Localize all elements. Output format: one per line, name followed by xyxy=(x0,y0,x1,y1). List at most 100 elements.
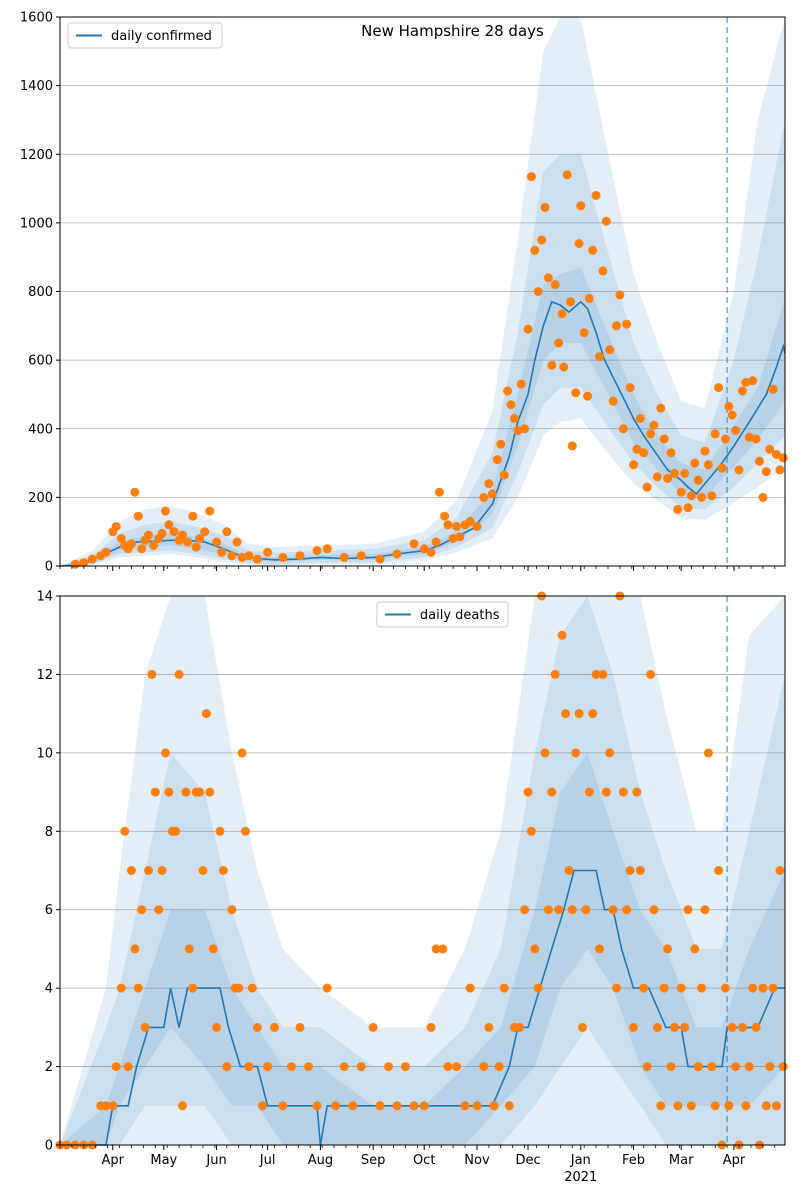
data-point xyxy=(269,1022,279,1032)
data-point xyxy=(252,554,262,564)
data-point xyxy=(149,540,159,550)
data-point xyxy=(331,1101,341,1111)
data-point xyxy=(368,1022,378,1032)
data-point xyxy=(646,669,656,679)
data-point xyxy=(629,1022,638,1032)
data-point xyxy=(515,1022,524,1032)
data-point xyxy=(479,492,489,502)
data-point xyxy=(472,522,482,531)
data-point xyxy=(768,983,778,993)
data-point xyxy=(237,748,247,758)
legend-box xyxy=(67,22,223,49)
x-tick-label: May xyxy=(150,1153,177,1168)
data-point xyxy=(669,1022,679,1032)
data-point xyxy=(154,905,164,915)
data-point xyxy=(547,787,557,797)
x-tick-label: Jul xyxy=(259,1153,276,1168)
series-line xyxy=(59,300,786,567)
data-point xyxy=(147,669,157,679)
data-point xyxy=(595,352,604,362)
data-point xyxy=(547,360,557,370)
data-point xyxy=(443,1062,453,1072)
data-point xyxy=(526,826,536,836)
data-point xyxy=(683,905,693,915)
data-point xyxy=(690,458,700,468)
data-point xyxy=(278,552,288,562)
data-point xyxy=(244,1062,254,1072)
data-point xyxy=(652,472,662,482)
data-point xyxy=(339,1062,349,1072)
data-point xyxy=(595,944,604,954)
data-point xyxy=(438,944,448,954)
uncertainty-band xyxy=(60,267,785,566)
data-point xyxy=(108,1101,118,1111)
y-tick-label: 200 xyxy=(28,491,53,506)
data-point xyxy=(751,1022,761,1032)
data-point xyxy=(659,434,669,444)
data-point xyxy=(605,748,615,758)
data-point xyxy=(663,944,673,954)
data-point xyxy=(724,1101,734,1111)
data-point xyxy=(164,787,174,797)
data-point xyxy=(566,297,576,307)
data-point xyxy=(496,439,506,449)
data-point xyxy=(731,1062,741,1072)
uncertainty-band xyxy=(60,17,785,566)
data-point xyxy=(312,546,322,556)
data-point xyxy=(557,630,567,640)
data-point xyxy=(632,444,642,454)
data-point xyxy=(520,424,530,434)
data-point xyxy=(237,552,247,562)
data-point xyxy=(714,383,724,393)
data-point xyxy=(581,905,591,915)
data-point xyxy=(218,866,228,875)
data-point xyxy=(137,544,147,554)
data-point xyxy=(574,239,584,248)
axes-frame xyxy=(59,595,786,1146)
data-point xyxy=(127,866,136,875)
data-point xyxy=(178,530,187,540)
data-point xyxy=(409,1101,419,1111)
data-point xyxy=(208,944,218,954)
data-point xyxy=(178,1101,187,1111)
y-tick-label: 14 xyxy=(36,590,53,605)
data-point xyxy=(646,429,656,439)
data-point xyxy=(625,866,635,875)
data-point xyxy=(295,551,305,561)
y-tick-label: 600 xyxy=(28,354,53,369)
data-point xyxy=(738,386,747,396)
data-point xyxy=(191,542,201,552)
data-point xyxy=(222,527,232,537)
data-point xyxy=(676,487,686,497)
data-point xyxy=(710,429,720,439)
data-point xyxy=(761,1101,771,1111)
y-tick-label: 1400 xyxy=(20,79,53,94)
data-point xyxy=(426,547,436,557)
data-point xyxy=(520,905,530,915)
data-point xyxy=(116,983,126,993)
data-point xyxy=(212,537,222,547)
data-point xyxy=(140,1022,150,1032)
data-point xyxy=(571,388,581,398)
data-point xyxy=(234,983,244,993)
data-point xyxy=(608,905,618,915)
data-point xyxy=(583,391,593,401)
data-point xyxy=(227,551,237,561)
data-point xyxy=(195,787,205,797)
data-point xyxy=(137,905,147,915)
data-point xyxy=(287,1062,296,1072)
data-point xyxy=(171,826,181,836)
data-point xyxy=(622,905,632,915)
data-point xyxy=(484,479,494,489)
y-tick-label: 8 xyxy=(45,825,53,840)
data-point xyxy=(707,1062,717,1072)
data-point xyxy=(588,245,598,255)
data-point xyxy=(322,544,332,554)
data-point xyxy=(673,1101,683,1111)
data-point xyxy=(761,467,771,477)
data-point xyxy=(295,1022,305,1032)
data-point xyxy=(717,463,727,473)
data-point xyxy=(484,1022,494,1032)
uncertainty-band xyxy=(60,596,785,1145)
